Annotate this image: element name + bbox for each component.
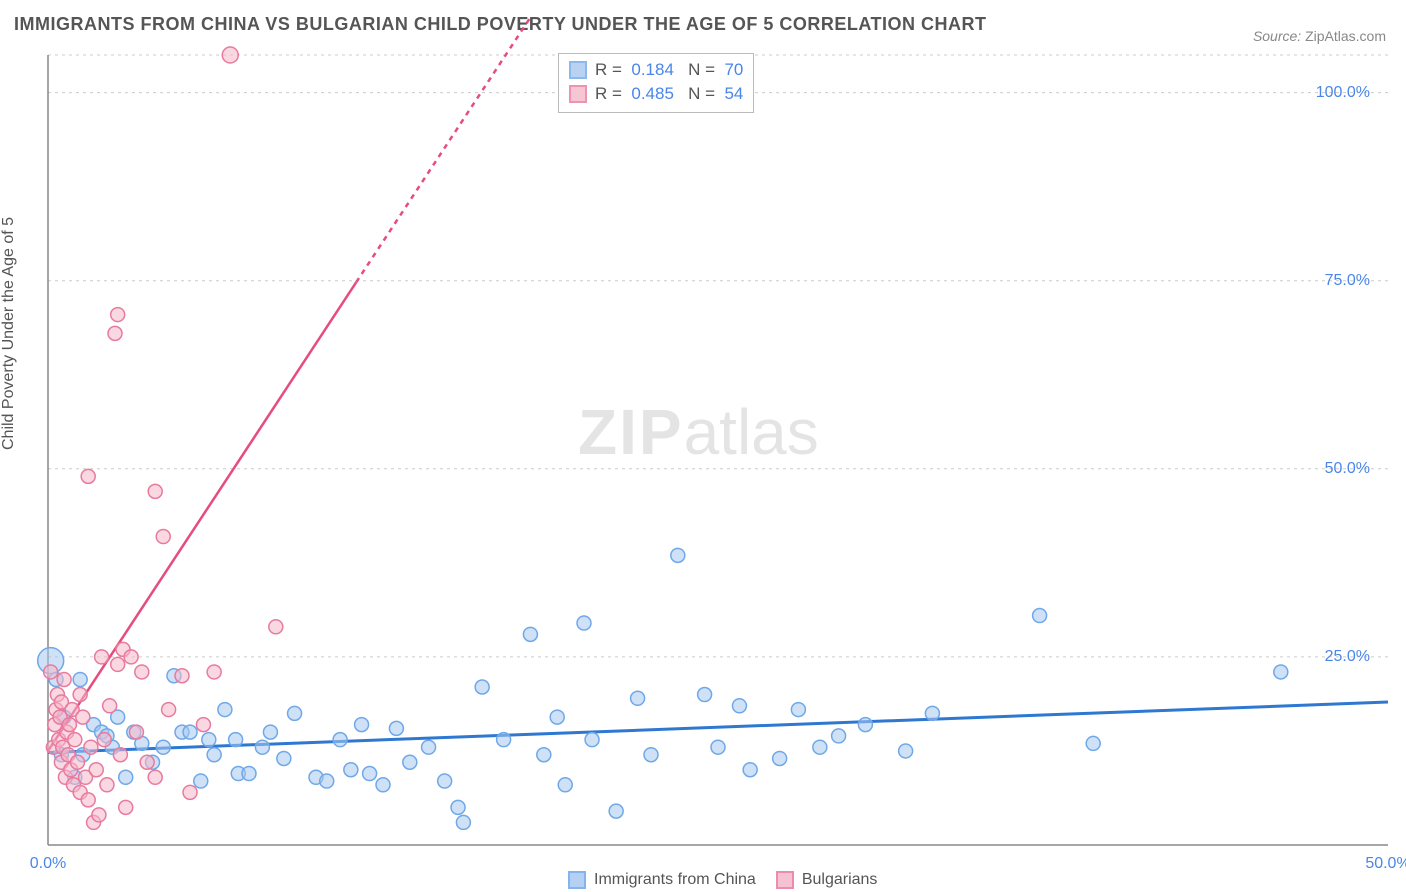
legend-swatch	[568, 871, 586, 889]
y-tick-label: 100.0%	[1316, 84, 1370, 102]
chart-plot-area: ZIPatlas R = 0.184 N = 70R = 0.485 N = 5…	[48, 55, 1388, 845]
legend-stat-text: R = 0.184 N = 70	[595, 60, 743, 80]
source-label: Source:	[1253, 28, 1301, 44]
chart-svg	[48, 55, 1388, 845]
y-tick-label: 75.0%	[1325, 272, 1370, 290]
legend-stat-text: R = 0.485 N = 54	[595, 84, 743, 104]
series-legend-item: Bulgarians	[776, 871, 878, 889]
x-tick-label: 0.0%	[30, 855, 66, 873]
series-legend-label: Bulgarians	[802, 871, 878, 889]
y-tick-label: 25.0%	[1325, 648, 1370, 666]
y-tick-label: 50.0%	[1325, 460, 1370, 478]
series-legend-item: Immigrants from China	[568, 871, 756, 889]
legend-swatch	[569, 85, 587, 103]
x-tick-label: 50.0%	[1365, 855, 1406, 873]
source-attribution: Source: ZipAtlas.com	[1253, 28, 1386, 44]
legend-swatch	[776, 871, 794, 889]
correlation-legend: R = 0.184 N = 70 R = 0.485 N = 54	[558, 53, 754, 113]
legend-swatch	[569, 61, 587, 79]
series-legend-label: Immigrants from China	[594, 871, 756, 889]
chart-title: IMMIGRANTS FROM CHINA VS BULGARIAN CHILD…	[14, 14, 987, 35]
legend-stat-row: R = 0.485 N = 54	[569, 82, 743, 106]
legend-stat-row: R = 0.184 N = 70	[569, 58, 743, 82]
series-legend: Immigrants from China Bulgarians	[568, 871, 877, 889]
y-axis-label: Child Poverty Under the Age of 5	[0, 217, 18, 450]
source-value: ZipAtlas.com	[1305, 28, 1386, 44]
